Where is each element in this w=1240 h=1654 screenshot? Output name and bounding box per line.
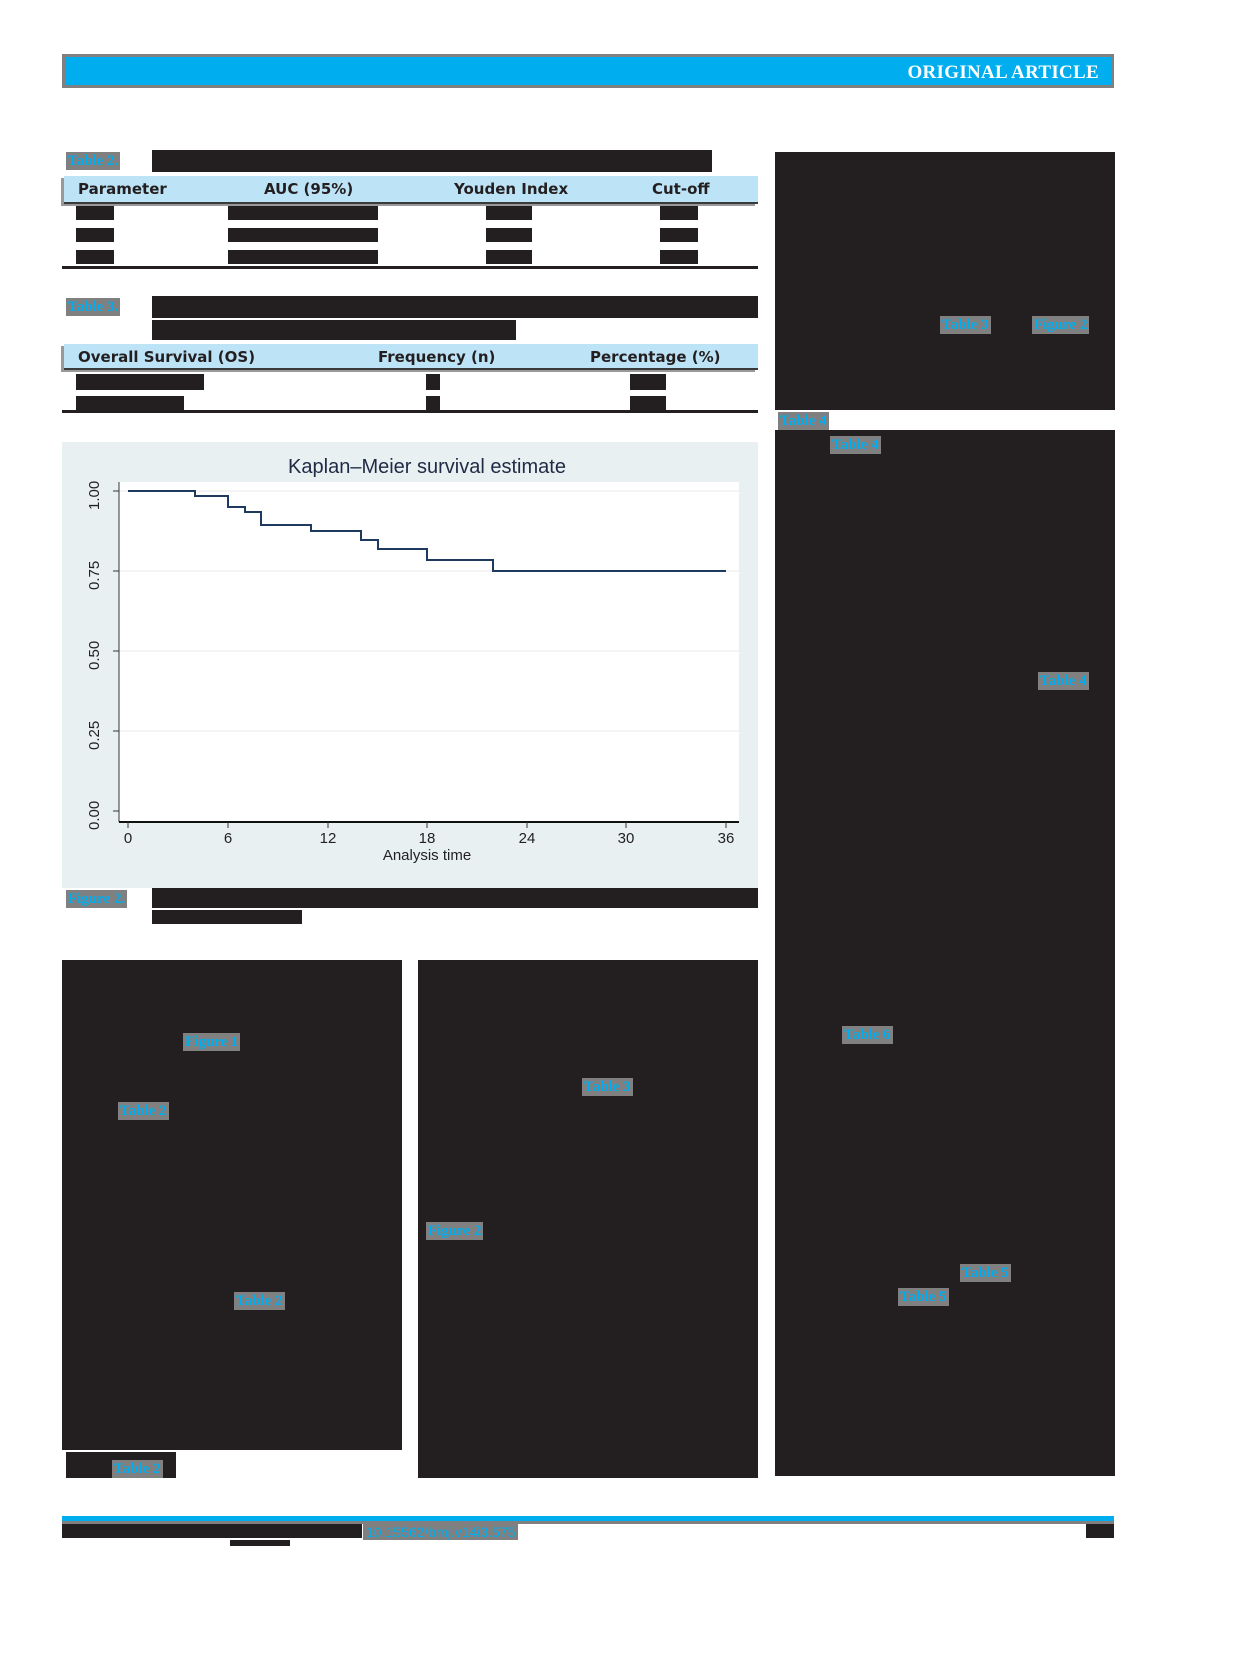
- section-label: ORIGINAL ARTICLE: [907, 62, 1099, 83]
- table-bottom-rule: [62, 410, 758, 413]
- figure-1-link[interactable]: Figure 1: [183, 1033, 241, 1051]
- figure-2-km-plot: Kaplan–Meier survival estimate: [62, 442, 758, 888]
- table-3-caption-label[interactable]: Table 3.: [66, 298, 121, 316]
- figure-2-link[interactable]: Figure 2: [426, 1222, 484, 1240]
- column-header: Youden Index: [454, 180, 569, 198]
- column-header: Frequency (n): [378, 348, 496, 366]
- x-tick-label: 12: [319, 830, 337, 847]
- footer-doi-link[interactable]: 10.15562/bmj.v14i3.575: [363, 1524, 519, 1540]
- x-axis-label: Analysis time: [382, 847, 472, 864]
- table-4-link[interactable]: Table 4: [778, 412, 829, 430]
- table-3-link[interactable]: Table 3: [940, 316, 991, 334]
- table-5-link[interactable]: Table 5: [960, 1264, 1011, 1282]
- section-header-bar: ORIGINAL ARTICLE: [62, 54, 1114, 88]
- y-tick-label: 0.50: [86, 640, 103, 670]
- table-2-link[interactable]: Table 2: [234, 1292, 285, 1310]
- table-3-link[interactable]: Table 3: [582, 1078, 633, 1096]
- x-tick-label: 0: [123, 830, 133, 847]
- column-header: AUC (95%): [264, 180, 354, 198]
- y-tick-label: 1.00: [86, 480, 103, 510]
- x-tick-label: 6: [223, 830, 233, 847]
- x-tick-label: 18: [418, 830, 436, 847]
- km-survival-curve: [113, 482, 739, 828]
- table-2-link[interactable]: Table 2: [118, 1102, 169, 1120]
- table-2-caption-redacted: [152, 150, 712, 172]
- figure-2-link[interactable]: Figure 2: [1032, 316, 1090, 334]
- column-header: Overall Survival (OS): [78, 348, 256, 366]
- table-3-header: Overall Survival (OS) Frequency (n) Perc…: [64, 344, 758, 370]
- x-tick-label: 24: [518, 830, 536, 847]
- figure-2-caption-redacted: [152, 888, 758, 908]
- page-number-redacted: [1086, 1524, 1114, 1538]
- y-tick-label: 0.25: [86, 720, 103, 750]
- table-4-link[interactable]: Table 4: [1038, 672, 1089, 690]
- table-bottom-rule: [62, 266, 758, 269]
- figure-2-caption-label[interactable]: Figure 2.: [66, 890, 128, 908]
- x-tick-label: 36: [717, 830, 735, 847]
- footer-rule: [62, 1516, 1114, 1524]
- table-3-caption-redacted: [152, 296, 758, 318]
- footer-citation-redacted: [62, 1524, 362, 1538]
- table-4-link[interactable]: Table 4: [830, 436, 881, 454]
- y-tick-label: 0.75: [86, 560, 103, 590]
- table-2-header: Parameter AUC (95%) Youden Index Cut-off: [64, 176, 758, 204]
- table-2-caption-label[interactable]: Table 2.: [66, 152, 121, 170]
- x-tick-label: 30: [617, 830, 635, 847]
- table-6-link[interactable]: Table 6: [842, 1026, 893, 1044]
- plot-title: Kaplan–Meier survival estimate: [288, 456, 566, 478]
- column-header: Cut-off: [652, 180, 710, 198]
- table-5-link[interactable]: Table 5: [898, 1288, 949, 1306]
- column-header: Percentage (%): [590, 348, 721, 366]
- y-tick-label: 0.00: [86, 800, 103, 830]
- column-header: Parameter: [78, 180, 167, 198]
- table-2-link[interactable]: Table 2: [112, 1460, 163, 1478]
